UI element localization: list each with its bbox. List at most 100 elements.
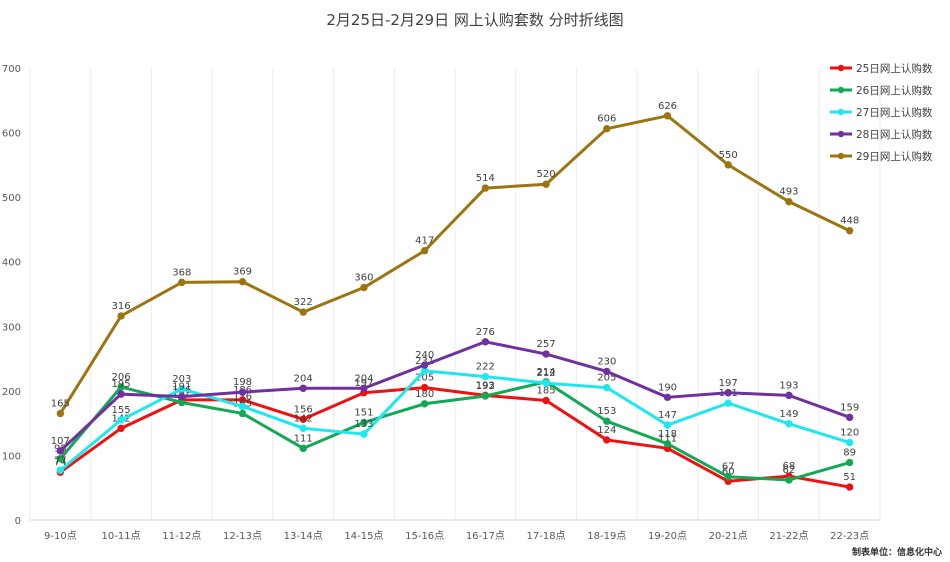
data-point — [542, 396, 550, 405]
data-label: 51 — [843, 472, 856, 483]
data-label: 142 — [294, 413, 313, 424]
data-point — [785, 197, 793, 206]
x-tick-label: 19-20点 — [648, 530, 687, 542]
y-tick-label: 100 — [2, 451, 21, 462]
data-point — [603, 436, 611, 444]
data-point — [663, 421, 672, 429]
data-point — [481, 372, 490, 381]
data-point — [785, 420, 793, 428]
series-line-5 — [58, 114, 852, 415]
data-point — [785, 476, 793, 484]
x-tick-label: 11-12点 — [162, 530, 201, 542]
data-label: 316 — [112, 301, 131, 312]
data-label: 197 — [354, 378, 373, 389]
data-point — [663, 440, 672, 448]
chart-title: 2月25日-2月29日 网上认购套数 分时折线图 — [326, 11, 624, 29]
data-label: 192 — [476, 381, 495, 392]
series-line-1 — [58, 386, 852, 489]
data-point — [360, 283, 368, 292]
data-label: 193 — [779, 380, 798, 391]
data-point — [56, 447, 65, 455]
data-label: 257 — [537, 339, 556, 350]
data-label: 89 — [843, 448, 856, 459]
data-label: 360 — [354, 273, 373, 284]
data-point — [785, 391, 793, 400]
y-tick-label: 400 — [2, 258, 21, 269]
data-point — [299, 384, 307, 392]
footer-note: 制表单位：信息化中心 — [851, 548, 942, 558]
x-tick-label: 13-14点 — [284, 530, 323, 542]
data-point — [420, 247, 429, 255]
data-label: 176 — [233, 391, 252, 402]
data-point — [420, 383, 429, 392]
data-point — [299, 424, 307, 433]
data-label: 149 — [779, 409, 798, 420]
data-point — [299, 444, 307, 453]
data-point — [178, 392, 186, 401]
data-label: 153 — [597, 406, 616, 417]
data-label: 191 — [172, 382, 191, 393]
data-label: 197 — [719, 378, 738, 389]
data-point — [420, 361, 429, 369]
data-label: 151 — [354, 407, 373, 418]
data-label: 550 — [719, 150, 738, 161]
data-label: 155 — [112, 405, 131, 416]
data-point — [178, 385, 186, 393]
data-point — [663, 393, 672, 402]
x-tick-label: 21-22点 — [769, 530, 808, 542]
data-label: 240 — [415, 350, 434, 361]
data-label: 214 — [537, 367, 556, 378]
data-point — [299, 415, 307, 423]
data-label: 68 — [783, 461, 796, 472]
data-point — [663, 112, 672, 120]
data-label: 203 — [172, 374, 191, 385]
data-label: 493 — [779, 187, 798, 198]
data-label: 205 — [597, 373, 616, 384]
legend-marker-1 — [837, 64, 845, 72]
data-label: 120 — [840, 428, 859, 439]
data-point — [360, 430, 368, 438]
y-tick-label: 0 — [15, 516, 21, 527]
data-label: 195 — [112, 379, 131, 390]
data-point — [178, 278, 186, 287]
data-point — [117, 424, 125, 433]
data-label: 369 — [233, 267, 252, 278]
data-label: 156 — [294, 404, 313, 415]
series-line-2 — [58, 380, 852, 482]
data-point — [238, 278, 247, 286]
data-point — [603, 367, 611, 376]
legend-marker-5 — [837, 152, 845, 160]
data-point — [724, 389, 732, 397]
data-label: 60 — [722, 466, 735, 477]
data-point — [117, 312, 125, 320]
x-tick-label: 15-16点 — [405, 530, 444, 542]
data-label: 133 — [354, 419, 373, 430]
x-tick-label: 9-10点 — [44, 530, 77, 542]
data-label: 322 — [294, 297, 313, 308]
data-label: 67 — [722, 462, 735, 473]
data-point — [56, 454, 65, 463]
series-line-4 — [58, 340, 852, 453]
data-point — [603, 124, 611, 133]
data-label: 222 — [476, 362, 495, 373]
data-label: 205 — [415, 373, 434, 384]
data-point — [360, 384, 368, 392]
data-point — [117, 383, 125, 391]
y-tick-label: 200 — [2, 387, 21, 398]
data-label: 212 — [537, 368, 556, 379]
data-point — [238, 409, 247, 418]
data-point — [117, 416, 125, 424]
data-point — [845, 458, 854, 467]
legend-marker-4 — [837, 130, 845, 138]
data-point — [603, 383, 611, 392]
data-label: 368 — [172, 267, 191, 278]
data-label: 185 — [537, 386, 556, 397]
data-point — [845, 413, 854, 422]
data-point — [420, 400, 429, 408]
data-label: 74 — [54, 457, 67, 468]
data-label: 180 — [415, 389, 434, 400]
data-label: 193 — [476, 380, 495, 391]
legend-label-1: 25日网上认购数 — [856, 62, 933, 75]
y-tick-label: 500 — [2, 193, 21, 204]
